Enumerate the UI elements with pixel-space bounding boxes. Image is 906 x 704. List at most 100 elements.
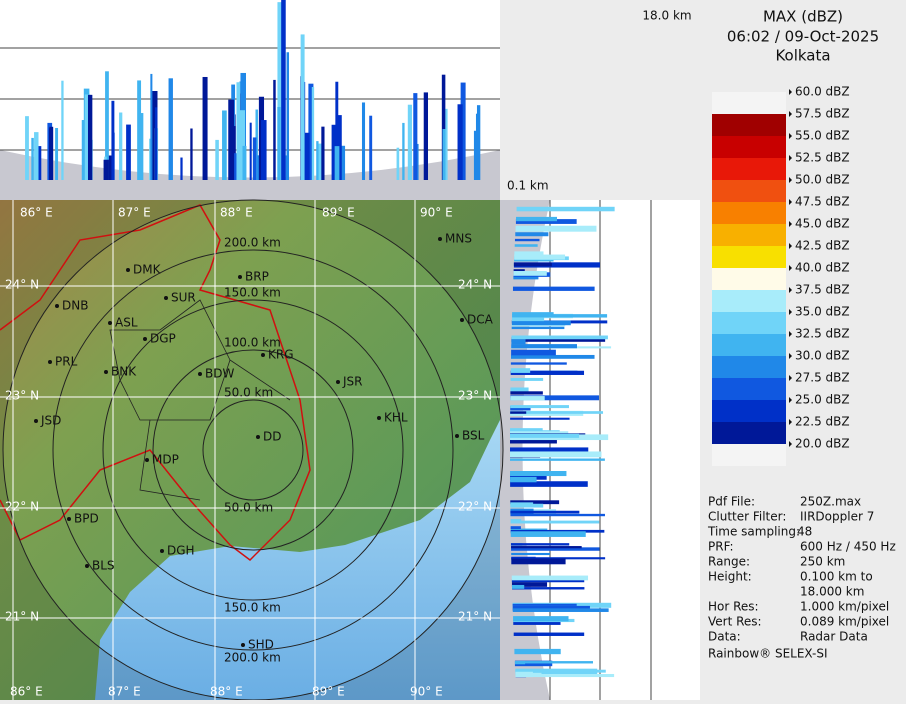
profile-echo xyxy=(514,661,594,664)
legend: 60.0 dBZ 57.5 dBZ 55.0 dBZ 52.5 dBZ 50.0 dBZ… xyxy=(712,85,850,466)
profile-echo xyxy=(239,110,246,180)
profile-echo xyxy=(516,216,558,222)
echo-layer xyxy=(25,0,615,678)
profile-echo xyxy=(423,92,429,180)
profile-echo xyxy=(334,146,340,180)
profile-echo xyxy=(242,145,247,180)
info-value: 0.089 km/pixel xyxy=(800,615,889,629)
profile-echo xyxy=(511,557,606,560)
range-label: 150.0 km xyxy=(224,601,281,615)
city-label: DGP xyxy=(150,332,176,346)
profile-echo xyxy=(513,262,552,267)
profile-echo xyxy=(510,370,585,375)
profile-echo xyxy=(304,132,310,180)
legend-swatch xyxy=(712,422,786,444)
city-label: BNK xyxy=(111,365,137,379)
info-value: 18.000 km xyxy=(800,585,864,599)
profile-echo xyxy=(510,368,531,373)
profile-echo xyxy=(512,286,595,291)
profile-echo xyxy=(513,632,585,636)
city-dot xyxy=(108,321,112,325)
profile-echo xyxy=(445,108,448,180)
city-label: JSD xyxy=(40,414,61,428)
station: Kolkata xyxy=(775,47,830,65)
map-labels: 86° E 87° E 88° E 89° E 90° E 86° E 87° E 88° E… xyxy=(5,206,494,699)
city-label: DGH xyxy=(167,544,195,558)
profile-echo xyxy=(511,582,548,587)
legend-swatch xyxy=(712,378,786,400)
info-label: Time sampling: xyxy=(707,525,800,539)
legend-pointer xyxy=(789,287,792,293)
info-value: 250 km xyxy=(800,555,845,569)
legend-pointer xyxy=(789,177,792,183)
legend-swatch xyxy=(712,92,786,114)
profile-echo xyxy=(180,157,183,180)
profile-echo xyxy=(510,433,580,438)
profile-echo xyxy=(441,74,446,180)
city-label: JSR xyxy=(342,375,363,389)
district-border xyxy=(109,299,291,501)
legend-pointer xyxy=(789,353,792,359)
info-value: Radar Data xyxy=(800,630,868,644)
profile-echo xyxy=(511,575,589,581)
profile-echo xyxy=(510,406,531,411)
profile-echo xyxy=(513,262,600,268)
profile-echo xyxy=(286,52,290,181)
city-label: DMK xyxy=(133,263,162,277)
legend-label: 27.5 dBZ xyxy=(795,371,850,385)
profile-echo xyxy=(308,83,314,180)
profile-echo xyxy=(511,558,566,565)
legend-label: 57.5 dBZ xyxy=(795,107,850,121)
profile-echo xyxy=(36,146,42,180)
legend-pointer xyxy=(789,441,792,447)
lon-label: 89° E xyxy=(312,685,345,699)
profile-echo xyxy=(510,520,600,524)
profile-echo xyxy=(510,500,560,505)
city-label: BRP xyxy=(245,270,269,284)
profile-echo xyxy=(105,71,109,180)
profile-echo xyxy=(87,94,93,180)
profile-echo xyxy=(510,476,537,483)
city-label: BPD xyxy=(74,512,99,526)
legend-swatch xyxy=(712,400,786,422)
legend-pointer xyxy=(789,111,792,117)
profile-echo xyxy=(318,143,322,180)
legend-label: 50.0 dBZ xyxy=(795,173,850,187)
title: MAX (dBZ) xyxy=(763,8,843,26)
range-label: 50.0 km xyxy=(224,501,273,515)
legend-swatch xyxy=(712,268,786,290)
profile-echo xyxy=(511,547,600,551)
profile-echo xyxy=(215,139,219,180)
range-label: 200.0 km xyxy=(224,651,281,665)
city-dot xyxy=(48,360,52,364)
info-table: Pdf File: 250Z.max Clutter Filter: IIRDoppl… xyxy=(707,495,896,644)
profile-echo xyxy=(514,238,540,242)
profile-echo xyxy=(510,395,600,401)
profile-echo xyxy=(510,451,602,458)
profile-echo xyxy=(510,377,544,381)
legend-label: 60.0 dBZ xyxy=(795,85,850,99)
profile-echo xyxy=(510,513,605,517)
city-label: ASL xyxy=(115,316,138,330)
city-label: DD xyxy=(263,430,281,444)
legend-pointer xyxy=(789,155,792,161)
city-dot xyxy=(143,337,147,341)
city-dot xyxy=(34,419,38,423)
legend-pointer xyxy=(789,397,792,403)
datetime: 06:02 / 09-Oct-2025 xyxy=(727,28,879,46)
city-dot xyxy=(67,517,71,521)
legend-pointer xyxy=(789,331,792,337)
legend-swatch xyxy=(712,202,786,224)
lat-label: 24° N xyxy=(458,278,492,292)
profile-echo xyxy=(261,120,267,180)
profile-echo xyxy=(515,225,597,232)
profile-echo xyxy=(34,132,39,180)
profile-echo xyxy=(514,244,538,247)
city-dot xyxy=(85,564,89,568)
profile-echo xyxy=(202,76,208,180)
map: 86° E 87° E 88° E 89° E 90° E 86° E 87° E 88° E… xyxy=(0,199,504,701)
range-label: 150.0 km xyxy=(224,286,281,300)
legend-label: 32.5 dBZ xyxy=(795,327,850,341)
profile-echo xyxy=(442,128,446,180)
profile-echo xyxy=(300,34,305,180)
